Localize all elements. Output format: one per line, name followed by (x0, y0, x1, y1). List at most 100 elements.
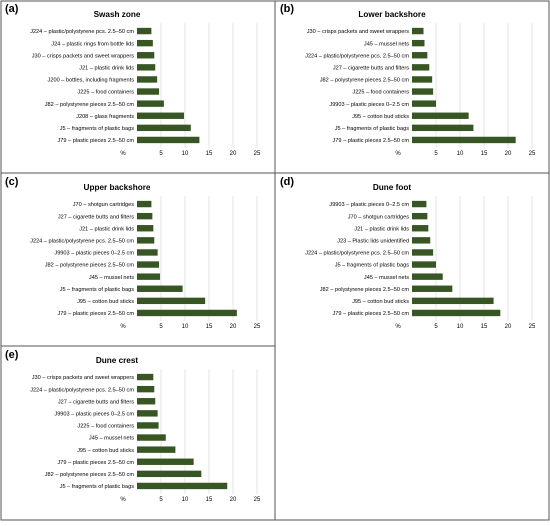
category-label: J200 – bottles, including fragments (48, 78, 135, 84)
x-tick-label: 10 (182, 324, 189, 330)
axis-unit-label: % (120, 324, 126, 330)
category-label: J79 – plastic pieces 2.5–50 cm (333, 138, 410, 144)
category-label: J5 – fragments of plastic bags (60, 484, 135, 490)
category-label: J224 – plastic/polystyrene pcs. 2.5–50 c… (30, 29, 134, 35)
bar (412, 212, 428, 220)
bar (412, 297, 494, 305)
bar (137, 112, 185, 119)
bar (137, 373, 154, 381)
bar (412, 88, 434, 95)
category-label: J95 – cotton bud sticks (352, 299, 409, 305)
category-label: J79 – plastic pieces 2.5–50 cm (58, 460, 135, 466)
category-label: J70 – shotgun cartridges (348, 214, 409, 220)
x-tick-label: 15 (481, 151, 488, 157)
chart-panel: (e) Dune crest J30 – crisps packets and sw… (5, 349, 261, 503)
x-tick-label: 5 (434, 324, 438, 330)
bar (412, 225, 429, 232)
bar (137, 212, 153, 220)
x-tick-label: 15 (206, 324, 213, 330)
x-tick-label: 20 (230, 324, 237, 330)
category-label: J79 – plastic pieces 2.5–50 cm (333, 311, 410, 317)
x-tick-label: 5 (159, 324, 163, 330)
category-label: J79 – plastic pieces 2.5–50 cm (58, 138, 135, 144)
chart-panel: (c) Upper backshore J70 – shotgun cartridg… (5, 176, 261, 330)
category-label: J5 – fragments of plastic bags (60, 287, 135, 293)
category-label: J82 – polystyrene pieces 2.5–50 cm (45, 102, 135, 108)
category-label: J5 – fragments of plastic bags (335, 126, 410, 132)
category-label: J70 – shotgun cartridges (73, 202, 134, 208)
bar (137, 100, 164, 107)
bar (137, 446, 176, 453)
x-tick-label: 10 (182, 151, 189, 157)
panel-label: (d) (280, 176, 294, 188)
bar (137, 410, 158, 417)
panel-label: (c) (5, 176, 19, 188)
category-label: J225 – food containers (352, 90, 409, 96)
bar (412, 249, 434, 256)
axis-unit-label: % (120, 151, 126, 157)
bar (412, 237, 431, 244)
bar (137, 273, 161, 280)
category-label: J23 – Plastic lids unidentified (337, 238, 409, 244)
bar (137, 237, 155, 244)
x-tick-label: 25 (254, 151, 261, 157)
bar (137, 297, 206, 305)
category-label: J224 – plastic/polystyrene pcs. 2.5–50 c… (305, 251, 409, 257)
category-label: J45 – mussel nets (364, 275, 409, 281)
x-tick-label: 25 (529, 324, 536, 330)
bar (137, 385, 155, 393)
bar (412, 27, 424, 35)
category-label: J9903 – plastic pieces 0–2.5 cm (329, 102, 409, 108)
bar (137, 52, 155, 59)
bar (137, 249, 158, 256)
chart-title: Upper backshore (84, 183, 151, 192)
category-label: J95 – cotton bud sticks (352, 114, 409, 120)
x-tick-label: 20 (505, 324, 512, 330)
bar (412, 76, 433, 83)
bar (412, 39, 425, 47)
category-label: J82 – polystyrene pieces 2.5–50 cm (320, 287, 410, 293)
axis-unit-label: % (120, 497, 126, 503)
bar (137, 225, 154, 232)
bar (137, 285, 183, 292)
category-label: J225 – food containers (77, 90, 134, 96)
category-label: J30 – crisps packets and sweet wrappers (32, 53, 134, 59)
x-tick-label: 25 (529, 151, 536, 157)
x-tick-label: 5 (159, 497, 163, 503)
x-tick-label: 10 (457, 324, 464, 330)
bar (137, 398, 156, 405)
category-label: J225 – food containers (77, 424, 134, 430)
category-label: J95 – cotton bud sticks (77, 448, 134, 454)
bar (137, 434, 166, 441)
chart-title: Dune foot (373, 183, 411, 192)
category-label: J27 – cigarette butts and filters (58, 399, 134, 405)
bar (137, 27, 152, 35)
bar (412, 285, 453, 292)
bar (137, 261, 160, 268)
x-tick-label: 20 (505, 151, 512, 157)
panel-label: (b) (280, 3, 294, 15)
category-label: J30 – crisps packets and sweet wrappers (32, 375, 134, 381)
category-label: J5 – fragments of plastic bags (335, 263, 410, 269)
axis-unit-label: % (395, 151, 401, 157)
category-label: J208 – glass fragments (76, 114, 134, 120)
category-label: J82 – polystyrene pieces 2.5–50 cm (320, 78, 410, 84)
category-label: J21 – plastic drink lids (79, 65, 134, 71)
category-label: J9903 – plastic pieces 0–2.5 cm (54, 411, 134, 417)
category-label: J27 – cigarette butts and filters (333, 65, 409, 71)
x-tick-label: 20 (230, 497, 237, 503)
bar (412, 52, 428, 59)
bar (137, 39, 153, 47)
x-tick-label: 25 (254, 324, 261, 330)
x-tick-label: 10 (182, 497, 189, 503)
bar (137, 88, 160, 95)
category-label: J79 – plastic pieces 2.5–50 cm (58, 311, 135, 317)
category-label: J224 – plastic/polystyrene pcs. 2.5–50 c… (30, 387, 134, 393)
x-tick-label: 25 (254, 497, 261, 503)
category-label: J21 – plastic drink lids (354, 226, 409, 232)
bar (137, 309, 237, 317)
category-label: J9903 – plastic pieces 0–2.5 cm (54, 251, 134, 257)
x-tick-label: 20 (230, 151, 237, 157)
